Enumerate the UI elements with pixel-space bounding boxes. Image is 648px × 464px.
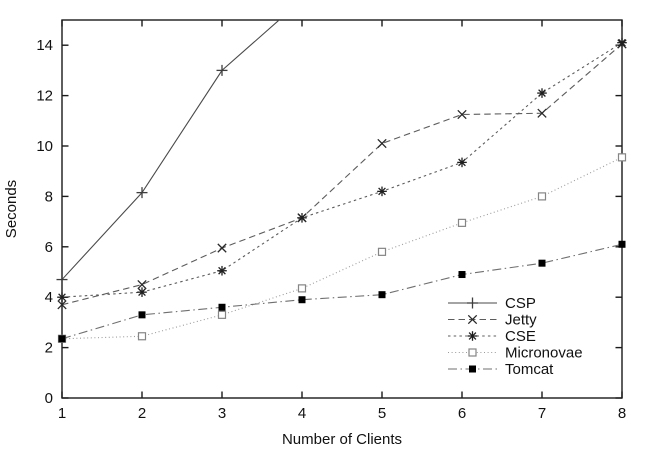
marker-open-square <box>468 348 477 357</box>
marker-open-square <box>537 192 547 201</box>
series-cse <box>57 37 627 302</box>
y-tick-label: 4 <box>45 289 53 306</box>
x-tick-label: 4 <box>298 405 306 422</box>
y-tick-label: 14 <box>36 37 53 54</box>
x-axis-title: Number of Clients <box>282 431 402 448</box>
marker-x <box>537 108 547 118</box>
marker-filled-square <box>218 303 226 311</box>
marker-asterisk <box>538 89 546 97</box>
marker-filled-square <box>618 240 626 248</box>
marker-filled-square <box>298 296 306 304</box>
x-tick-label: 8 <box>618 405 626 422</box>
marker-asterisk <box>298 213 306 222</box>
marker-asterisk <box>458 158 466 167</box>
legend-item-tomcat: Tomcat <box>448 361 554 378</box>
y-tick-label: 2 <box>45 340 53 357</box>
legend-label-tomcat: Tomcat <box>505 361 554 378</box>
marker-filled-square <box>378 291 386 299</box>
series-line-cse <box>61 42 623 298</box>
marker-filled-square <box>138 311 146 319</box>
legend-label-cse: CSE <box>505 328 536 345</box>
series-line-micronovae <box>61 156 623 340</box>
marker-asterisk <box>378 187 386 196</box>
x-tick-label: 1 <box>58 405 66 422</box>
marker-x <box>137 279 147 290</box>
x-tick-label: 5 <box>378 405 386 422</box>
marker-asterisk <box>138 288 146 297</box>
legend-item-cse: CSE <box>448 328 536 345</box>
x-tick-label: 2 <box>138 405 146 422</box>
series-tomcat <box>58 240 626 343</box>
x-tick-label: 3 <box>218 405 226 422</box>
legend-item-micronovae: Micronovae <box>448 345 583 362</box>
marker-open-square <box>457 218 467 227</box>
x-tick-label: 7 <box>538 405 546 422</box>
marker-asterisk <box>468 332 477 340</box>
legend-label-csp: CSP <box>505 295 536 312</box>
legend-item-csp: CSP <box>448 295 536 312</box>
legend-label-jetty: Jetty <box>505 312 537 329</box>
marker-x <box>467 314 478 325</box>
legend-label-micronovae: Micronovae <box>505 345 583 362</box>
marker-x <box>377 138 387 149</box>
series-line-tomcat <box>61 243 623 340</box>
series-csp <box>56 20 280 286</box>
y-tick-label: 10 <box>36 138 53 155</box>
marker-open-square <box>617 153 627 162</box>
marker-open-square <box>377 247 387 256</box>
series-line-csp <box>61 20 280 280</box>
legend-item-jetty: Jetty <box>448 312 537 329</box>
marker-filled-square <box>58 335 66 343</box>
plot-border <box>61 19 623 399</box>
x-tick-label: 6 <box>458 405 466 422</box>
marker-x <box>57 300 67 310</box>
marker-open-square <box>137 332 147 341</box>
y-tick-label: 6 <box>45 239 53 256</box>
marker-asterisk <box>58 293 66 302</box>
marker-filled-square <box>469 365 476 373</box>
y-axis-title: Seconds <box>3 180 20 238</box>
marker-x <box>217 243 227 253</box>
marker-filled-square <box>538 259 546 267</box>
y-tick-label: 8 <box>45 188 53 205</box>
y-tick-label: 12 <box>36 88 53 105</box>
y-tick-label: 0 <box>45 390 53 407</box>
marker-x <box>457 109 467 120</box>
marker-filled-square <box>458 271 466 279</box>
marker-asterisk <box>218 266 226 275</box>
marker-open-square <box>297 284 307 293</box>
plot-area: 1 2 3 4 5 6 7 802468101214CSPJettyCSEMicronovae… <box>36 19 627 422</box>
series-line-jetty <box>61 43 623 306</box>
marker-open-square <box>217 310 227 319</box>
series-jetty <box>57 39 627 310</box>
marker-asterisk <box>618 38 626 47</box>
